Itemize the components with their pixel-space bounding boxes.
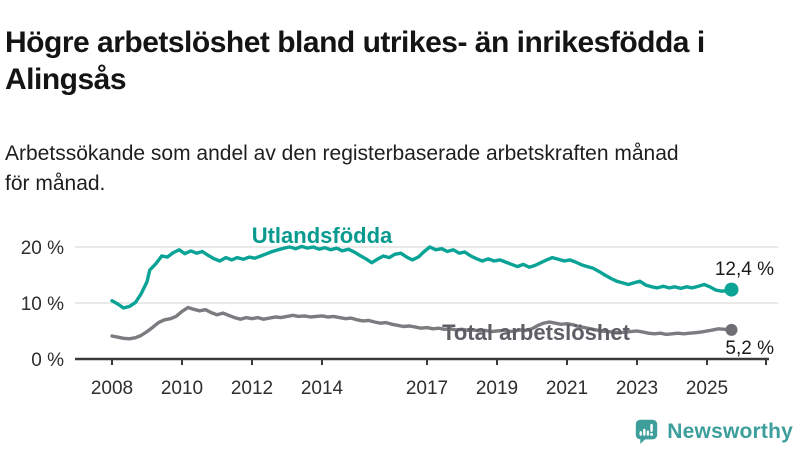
x-axis-tick-label: 2023 — [616, 378, 658, 399]
newsworthy-branding: Newsworthy — [633, 418, 793, 445]
newsworthy-logo-icon — [636, 419, 658, 444]
end-dot-total-arbetsloshet — [725, 323, 738, 336]
y-axis-labels: 0 % 10 % 20 % — [21, 238, 64, 371]
newsworthy-wordmark: Newsworthy — [667, 419, 793, 443]
chart-subtitle-line2: för månad. — [5, 172, 106, 195]
logo-bar-small — [639, 431, 643, 436]
chart-subtitle: Arbetssökande som andel av den registerb… — [5, 139, 785, 199]
x-axis-tick-label: 2012 — [231, 378, 273, 399]
x-axis-tick-label: 2019 — [476, 378, 518, 399]
x-axis-tick-label: 2021 — [546, 378, 588, 399]
x-axis: 2008 2010 2012 2014 2017 2019 2021 2023 2025 — [75, 357, 769, 399]
x-axis-tick-label: 2010 — [161, 378, 203, 399]
series-label-total-arbetsloshet: Total arbetslöshet — [442, 320, 631, 345]
line-total-arbetsloshet — [110, 305, 734, 341]
x-axis-tick-label: 2025 — [686, 378, 728, 399]
end-value-label-utlandsfodda: 12,4 % — [715, 259, 774, 280]
y-axis-tick-label: 20 % — [21, 238, 64, 259]
logo-bar-medium — [647, 430, 650, 436]
unemployment-line-chart: 2008 2010 2012 2014 2017 2019 2021 2023 2025 0 % 1… — [0, 215, 800, 405]
series-labels: Utlandsfödda 12,4 % Total arbetslöshet 5,2 … — [252, 223, 774, 359]
logo-exclamation-dot — [650, 432, 654, 436]
chart-canvas: 2008 2010 2012 2014 2017 2019 2021 2023 2025 0 % 1… — [21, 223, 778, 399]
line-utlandsfodda — [110, 244, 734, 310]
page-title-line1: Högre arbetslöshet bland utrikes- än inr… — [5, 26, 705, 60]
gridlines — [75, 246, 778, 304]
y-axis-tick-label: 0 % — [31, 350, 64, 371]
chart-subtitle-line1: Arbetssökande som andel av den registerb… — [5, 142, 679, 165]
page-title-line2: Alingsås — [5, 63, 127, 97]
logo-bar-tall — [643, 428, 646, 436]
logo-exclamation-bar — [650, 423, 654, 432]
series-lines — [110, 244, 739, 341]
end-dot-utlandsfodda — [724, 282, 739, 297]
page-title: Högre arbetslöshet bland utrikes- än inr… — [5, 24, 785, 98]
x-axis-tick-label: 2017 — [406, 378, 448, 399]
x-axis-tick-label: 2014 — [301, 378, 344, 399]
series-label-utlandsfodda: Utlandsfödda — [252, 223, 393, 248]
y-axis-tick-label: 10 % — [21, 294, 64, 315]
x-axis-tick-label: 2008 — [91, 378, 133, 399]
end-value-label-total-arbetsloshet: 5,2 % — [725, 338, 774, 359]
